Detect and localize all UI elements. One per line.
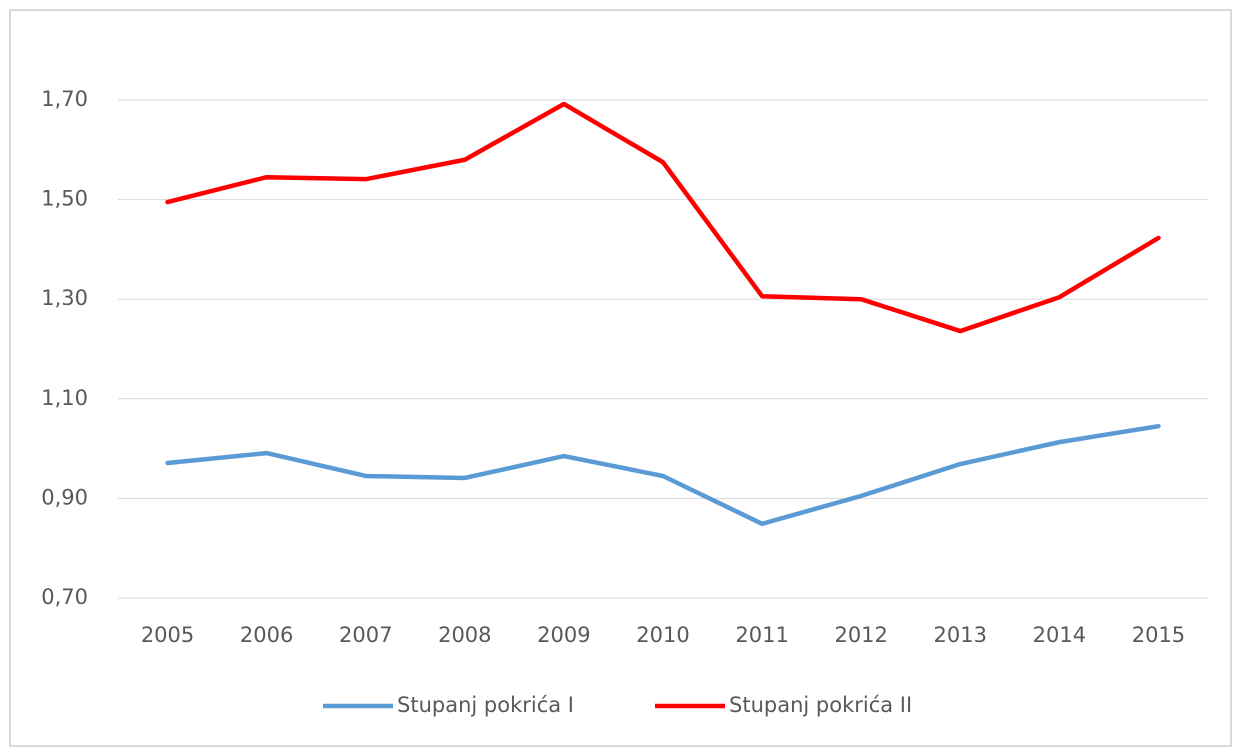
x-tick-label: 2010 <box>636 623 689 647</box>
x-tick-label: 2013 <box>934 623 987 647</box>
series-line <box>165 423 1161 527</box>
y-tick-label: 0,70 <box>41 585 88 609</box>
x-tick-label: 2015 <box>1132 623 1185 647</box>
legend-label: Stupanj pokrića I <box>397 693 574 717</box>
series-line <box>165 101 1161 334</box>
x-tick-label: 2005 <box>141 623 194 647</box>
x-tick-label: 2011 <box>735 623 788 647</box>
y-tick-label: 1,30 <box>41 286 88 310</box>
x-tick-label: 2012 <box>834 623 887 647</box>
y-tick-label: 1,10 <box>41 386 88 410</box>
y-tick-label: 1,50 <box>41 187 88 211</box>
chart-frame <box>9 9 1232 747</box>
x-tick-label: 2006 <box>240 623 293 647</box>
y-tick-label: 0,90 <box>41 485 88 509</box>
x-tick-label: 2009 <box>537 623 590 647</box>
y-tick-label: 1,70 <box>41 87 88 111</box>
x-tick-label: 2008 <box>438 623 491 647</box>
x-tick-label: 2007 <box>339 623 392 647</box>
x-tick-label: 2014 <box>1033 623 1086 647</box>
legend-label: Stupanj pokrića II <box>729 693 912 717</box>
